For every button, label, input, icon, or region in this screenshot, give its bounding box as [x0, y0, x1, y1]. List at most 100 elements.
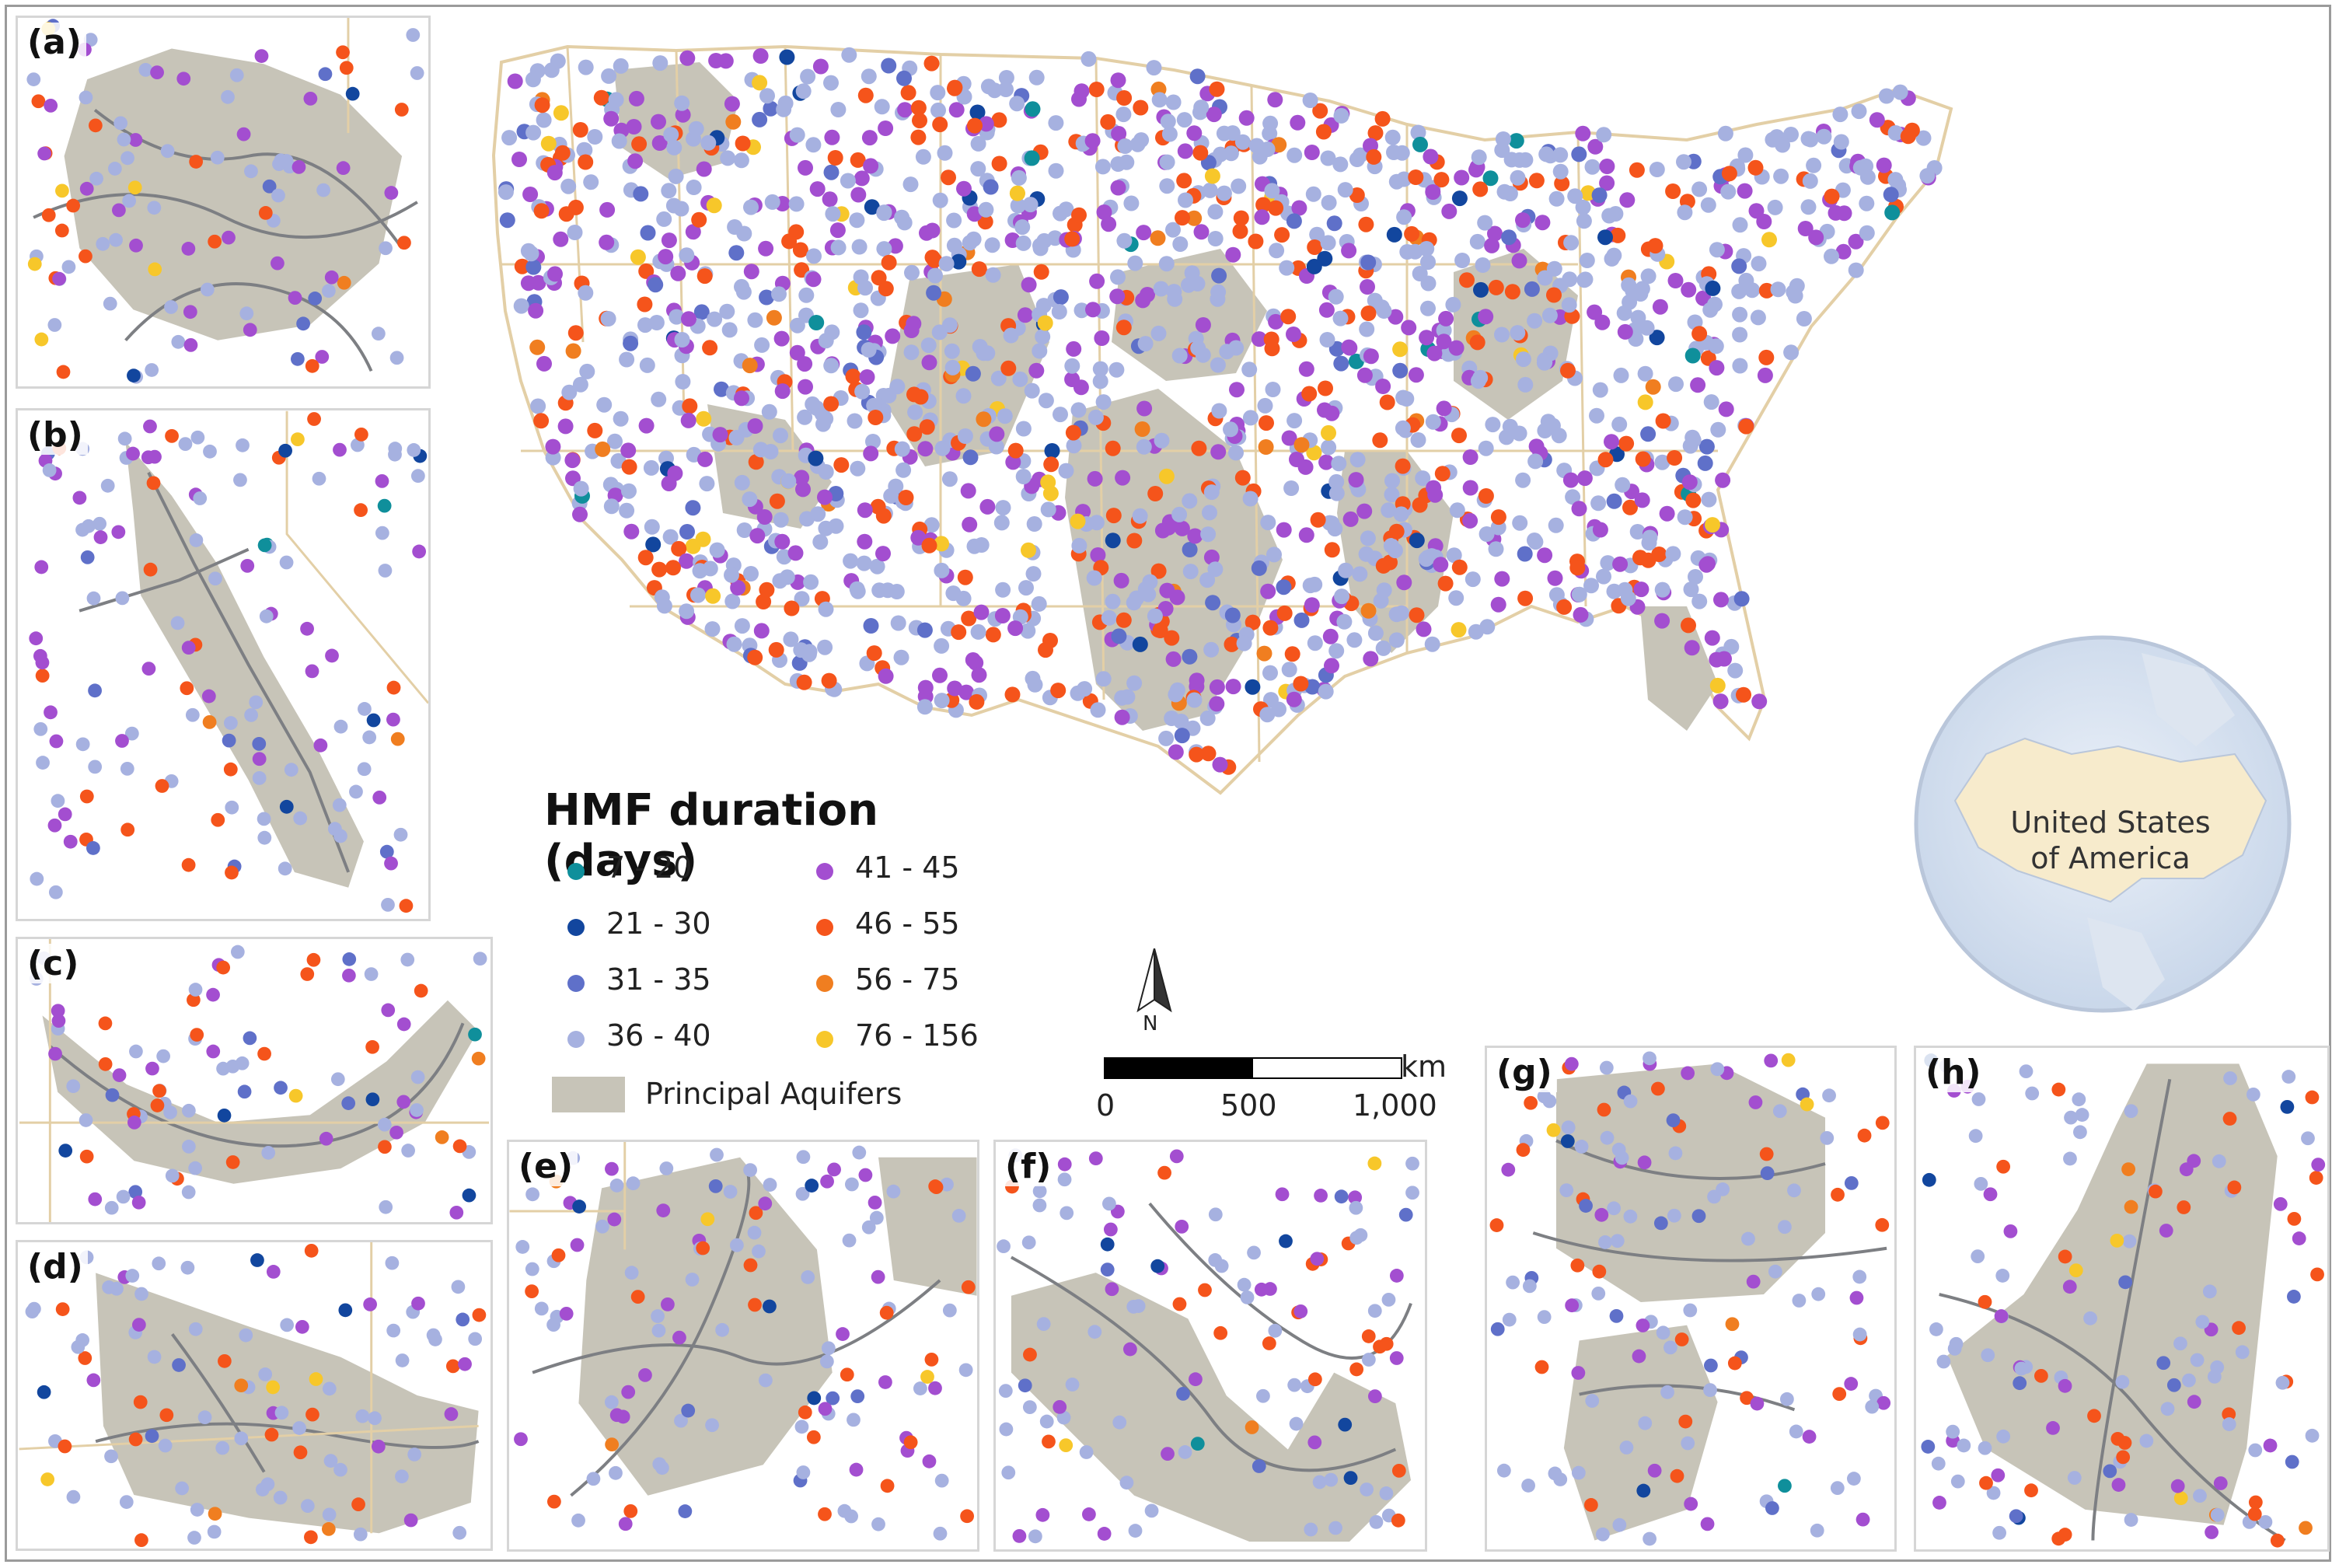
gauge-point	[1606, 493, 1622, 509]
gauge-point	[1510, 169, 1526, 186]
gauge-point	[165, 428, 179, 443]
gauge-point	[533, 203, 550, 219]
gauge-point	[47, 318, 62, 332]
gauge-point	[322, 1507, 337, 1522]
gauge-point	[729, 1238, 744, 1252]
gauge-point	[1437, 575, 1454, 592]
gauge-point	[868, 410, 884, 425]
gauge-point	[897, 102, 913, 118]
gauge-point	[1191, 440, 1207, 456]
gauge-point	[934, 1473, 949, 1488]
gauge-point	[890, 615, 906, 631]
gauge-point	[181, 857, 196, 872]
gauge-point	[1109, 288, 1126, 305]
gauge-point	[1264, 183, 1280, 199]
gauge-point	[2110, 1233, 2124, 1248]
gauge-point	[903, 323, 920, 338]
gauge-point	[1168, 686, 1184, 703]
gauge-point	[1260, 583, 1276, 599]
gauge-point	[861, 342, 877, 358]
gauge-point	[1018, 580, 1034, 596]
gauge-point	[759, 289, 775, 306]
gauge-point	[378, 564, 393, 578]
legend-swatch-2	[567, 975, 585, 992]
gauge-point	[869, 1210, 884, 1225]
gauge-point	[1338, 562, 1354, 578]
panel-h-map	[1921, 1053, 2326, 1548]
gauge-point	[2305, 1428, 2320, 1443]
gauge-point	[776, 101, 792, 117]
gauge-point	[1375, 379, 1391, 394]
panel-b-label: (b)	[23, 415, 88, 455]
gauge-point	[826, 1391, 840, 1406]
gauge-point	[637, 317, 653, 334]
gauge-point	[1485, 417, 1501, 433]
gauge-point	[185, 707, 200, 722]
gauge-point	[941, 169, 956, 186]
gauge-point	[1206, 107, 1222, 123]
gauge-point	[1789, 278, 1805, 294]
gauge-point	[1203, 484, 1220, 501]
gauge-point	[989, 426, 1005, 442]
gauge-point	[1592, 382, 1608, 398]
gauge-point	[678, 1504, 693, 1518]
gauge-point	[969, 104, 986, 120]
legend-label-0: 7 - 20	[606, 850, 693, 885]
gauge-point	[912, 113, 927, 129]
gauge-point	[313, 738, 328, 753]
gauge-point	[1852, 1269, 1867, 1284]
gauge-point	[812, 58, 829, 75]
gauge-point	[874, 99, 890, 115]
gauge-point	[1495, 131, 1511, 147]
gauge-point	[1053, 407, 1068, 423]
gauge-point	[1637, 365, 1653, 382]
gauge-point	[1936, 1354, 1951, 1369]
gauge-point	[1209, 696, 1225, 712]
gauge-point	[1508, 133, 1524, 149]
gauge-point	[1556, 599, 1573, 615]
gauge-point	[1268, 1323, 1283, 1338]
scale-tick-1000: 1,000	[1353, 1088, 1437, 1123]
gauge-point	[861, 1220, 876, 1234]
gauge-point	[743, 199, 759, 215]
gauge-point	[266, 1380, 280, 1395]
gauge-point	[700, 1212, 715, 1227]
gauge-point	[1758, 349, 1775, 365]
gauge-point	[244, 707, 258, 722]
gauge-point	[773, 330, 790, 347]
gauge-point	[96, 236, 110, 251]
gauge-point	[2003, 1224, 2018, 1238]
gauge-point	[1088, 82, 1105, 97]
gauge-point	[1592, 522, 1608, 538]
gauge-point	[828, 518, 844, 534]
gauge-point	[1639, 320, 1655, 336]
gauge-point	[2301, 1131, 2315, 1146]
gauge-point	[699, 476, 715, 492]
gauge-point	[2263, 1438, 2278, 1453]
gauge-point	[719, 303, 735, 320]
gauge-point	[1015, 235, 1032, 251]
gauge-point	[1113, 572, 1129, 588]
gauge-point	[577, 142, 593, 159]
gauge-point	[1740, 1391, 1754, 1406]
gauge-point	[1974, 1176, 1988, 1191]
gauge-point	[55, 183, 69, 198]
gauge-point	[596, 396, 613, 413]
gauge-point	[787, 545, 804, 561]
gauge-point	[1398, 391, 1415, 407]
gauge-point	[1768, 1264, 1782, 1279]
gauge-point	[2014, 1361, 2029, 1376]
gauge-point	[1309, 226, 1325, 243]
gauge-point	[1038, 642, 1053, 658]
gauge-point	[37, 146, 51, 161]
gauge-point	[1011, 169, 1027, 186]
gauge-point	[208, 1507, 222, 1521]
gauge-point	[613, 58, 629, 74]
gauge-point	[973, 604, 990, 620]
gauge-point	[553, 231, 569, 247]
gauge-point	[850, 583, 866, 599]
gauge-point	[172, 1358, 186, 1372]
gauge-point	[79, 789, 94, 804]
gauge-point	[208, 571, 222, 586]
gauge-point	[1820, 1130, 1835, 1145]
